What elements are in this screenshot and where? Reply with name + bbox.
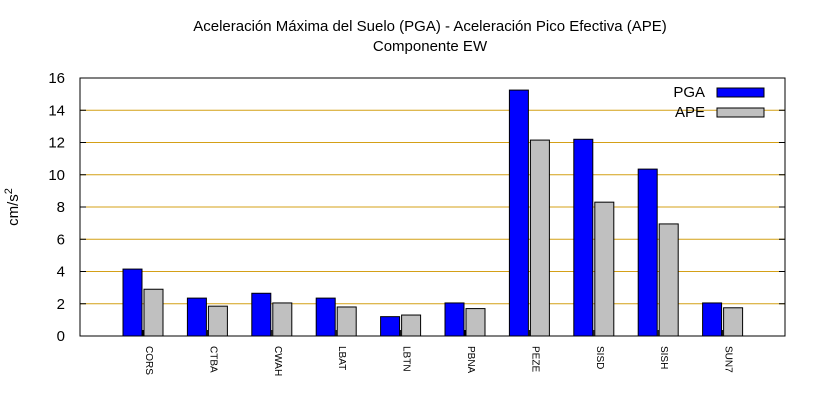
bar-pga-ctba [186,297,207,337]
bar-ape-sish [658,223,679,337]
svg-text:cm/s2: cm/s2 [3,188,22,226]
y-tick-label: 4 [57,264,65,281]
bar-ape-lbtn [401,314,422,337]
x-tick-label-sun7: SUN7 [723,346,734,373]
bar-pga-lbtn [380,316,401,337]
y-axis-label: cm/s2 [3,188,22,226]
bar-pga-lbat [315,297,336,337]
bar-ape-pbna [465,308,486,337]
x-tick-label-cors: CORS [143,346,154,375]
bar-pga-sish [637,168,658,337]
y-tick-label: 6 [57,231,65,248]
legend-label-pga: PGA [673,84,705,101]
y-ticks: 0 2 4 6 8 10 12 14 16 [48,70,785,345]
x-tick-label-lbat: LBAT [336,346,347,370]
y-tick-label: 12 [48,135,65,152]
legend-label-ape: APE [675,104,705,121]
chart-subtitle: Componente EW [373,38,488,55]
y-tick-label: 10 [48,167,65,184]
y-axis-label-exponent: 2 [3,188,15,194]
bar-ape-peze [529,139,550,337]
y-tick-label: 14 [48,102,65,119]
x-tick-labels: CORS CTBA CWAH LBAT LBTN PBNA PEZE SISD SISH SUN7 [143,346,734,376]
x-tick-label-ctba: CTBA [207,346,218,373]
x-tick-label-peze: PEZE [529,346,540,372]
x-tick-label-sish: SISH [658,346,669,369]
bar-pga-cors [122,268,143,337]
chart-title: Aceleración Máxima del Suelo (PGA) - Ace… [193,18,667,35]
bars [122,89,744,337]
x-tick-label-lbtn: LBTN [401,346,412,372]
bar-ape-sun7 [723,307,744,337]
legend-swatch-pga [716,87,765,98]
bar-pga-cwah [251,292,272,337]
bar-ape-cwah [272,302,293,337]
bar-pga-sun7 [702,302,723,337]
bar-ape-sisd [594,201,615,337]
bar-ape-lbat [336,306,357,337]
x-tick-label-cwah: CWAH [272,346,283,376]
bar-ape-ctba [207,305,228,337]
y-tick-label: 8 [57,199,65,216]
legend: PGA APE [673,84,765,121]
y-tick-label: 2 [57,296,65,313]
y-tick-label: 0 [57,328,65,345]
bar-pga-peze [508,89,529,337]
bar-ape-cors [143,288,164,337]
y-tick-label: 16 [48,70,65,87]
x-tick-label-sisd: SISD [594,346,605,369]
legend-swatch-ape [716,107,765,118]
grid-lines [80,109,785,305]
bar-pga-sisd [573,138,594,337]
bar-pga-pbna [444,302,465,337]
x-tick-label-pbna: PBNA [465,346,476,374]
y-axis-label-unit: cm/s [5,194,22,226]
